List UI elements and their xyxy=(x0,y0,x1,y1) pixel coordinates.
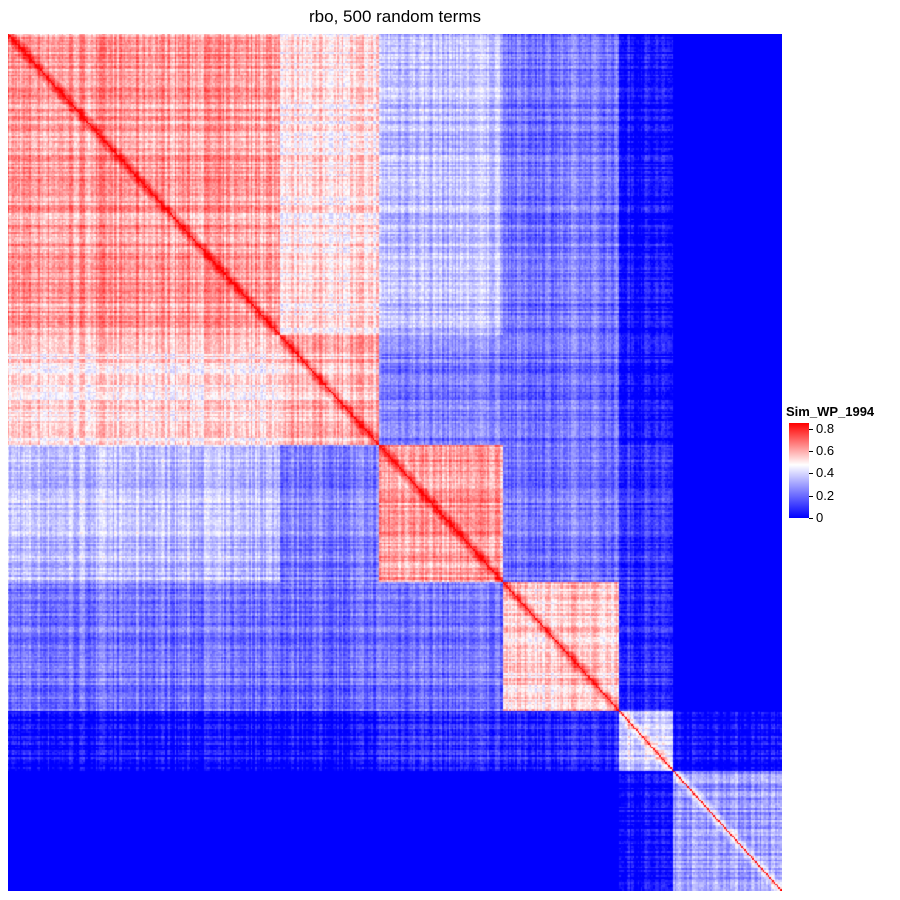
legend-tick xyxy=(809,428,813,430)
legend-tick xyxy=(809,495,813,497)
legend-body: 0 0.2 0.4 0.6 0.8 xyxy=(786,420,874,524)
legend-colorbar xyxy=(789,423,809,518)
legend-tick xyxy=(809,473,813,475)
legend-title: Sim_WP_1994 xyxy=(786,404,875,419)
chart-title: rbo, 500 random terms xyxy=(309,7,481,26)
legend-tick-label: 0.4 xyxy=(816,465,835,481)
legend-tick-label: 0.8 xyxy=(816,420,835,436)
legend-tick-label: 0.2 xyxy=(816,487,835,503)
legend-tick-label: 0.6 xyxy=(816,442,835,458)
legend-tick-label: 0 xyxy=(816,510,824,525)
legend-tick xyxy=(809,518,813,519)
legend-tick xyxy=(809,450,813,452)
heatmap-matrix xyxy=(8,34,782,891)
color-legend: Sim_WP_1994 0 0.2 0.4 0.6 0.8 xyxy=(786,404,875,524)
